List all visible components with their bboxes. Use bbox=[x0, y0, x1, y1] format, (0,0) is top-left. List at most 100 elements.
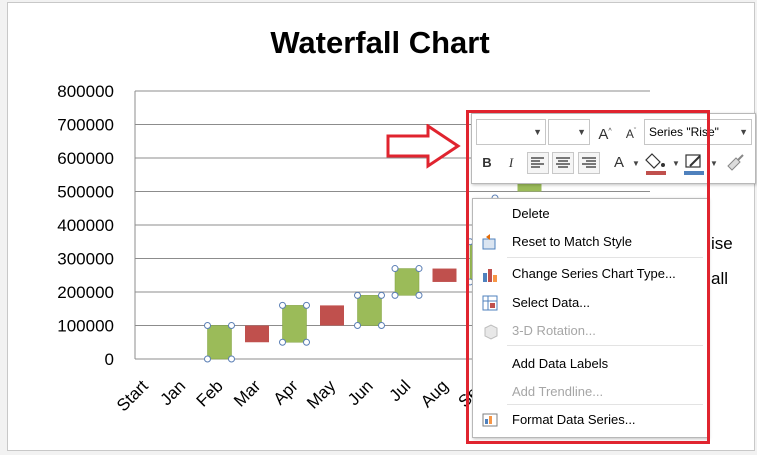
outline-color-button[interactable] bbox=[682, 150, 708, 178]
bold-button[interactable]: B bbox=[482, 155, 492, 170]
selection-handle bbox=[391, 265, 399, 273]
selection-handle bbox=[415, 265, 423, 273]
chevron-down-icon: ▼ bbox=[739, 127, 748, 137]
chevron-down-icon: ▼ bbox=[632, 159, 640, 168]
align-center-icon bbox=[556, 157, 570, 168]
menu-separator bbox=[507, 404, 703, 405]
x-tick-label: Jul bbox=[386, 376, 415, 405]
series-selector[interactable]: Series "Rise" ▼ bbox=[644, 119, 752, 145]
shrink-font-button[interactable]: Aˇ bbox=[620, 121, 642, 143]
format-painter-icon bbox=[727, 154, 744, 171]
menu-item-label: 3-D Rotation... bbox=[512, 323, 596, 338]
grow-font-button[interactable]: A^ bbox=[594, 121, 616, 143]
y-tick-label: 100000 bbox=[57, 317, 114, 336]
selection-handle bbox=[204, 322, 211, 329]
align-right-button[interactable] bbox=[578, 152, 600, 174]
x-tick-label: Jan bbox=[157, 376, 190, 409]
x-tick-label: Aug bbox=[417, 376, 452, 411]
selection-handle bbox=[391, 291, 399, 299]
menu-item-label: Delete bbox=[512, 206, 550, 221]
x-tick-label: Mar bbox=[230, 376, 264, 410]
menu-item-label: Select Data... bbox=[512, 295, 591, 310]
rise-bar bbox=[207, 325, 232, 360]
mini-toolbar: ▼ ▼ A^ Aˇ Series "Rise" ▼ B I A ▼ ▼ bbox=[471, 113, 756, 184]
align-center-button[interactable] bbox=[552, 152, 574, 174]
rise-bar bbox=[282, 305, 307, 343]
select-data-icon bbox=[482, 295, 498, 311]
selection-handle bbox=[303, 301, 310, 309]
menu-item-select-data[interactable]: Select Data... bbox=[473, 291, 707, 315]
up-caret-icon: ^ bbox=[608, 128, 612, 135]
font-color-button[interactable]: A bbox=[613, 154, 624, 171]
y-tick-label: 300000 bbox=[57, 250, 114, 269]
y-tick-label: 500000 bbox=[57, 183, 114, 202]
menu-item-label: Reset to Match Style bbox=[512, 234, 632, 249]
selection-handle bbox=[354, 322, 361, 329]
selection-handle bbox=[354, 291, 361, 299]
menu-item-format-data-series[interactable]: Format Data Series... bbox=[473, 408, 707, 432]
y-tick-label: 700000 bbox=[57, 116, 114, 135]
shrink-font-label: A bbox=[625, 127, 634, 141]
y-tick-label: 0 bbox=[105, 350, 114, 369]
menu-item-change-series-chart-type[interactable]: Change Series Chart Type... bbox=[473, 262, 707, 286]
fall-bar bbox=[320, 305, 344, 326]
format-series-icon bbox=[482, 413, 498, 427]
reset-style-icon bbox=[482, 234, 496, 250]
selection-handle bbox=[303, 338, 310, 346]
3d-rotation-icon bbox=[484, 324, 498, 340]
rise-bar bbox=[394, 268, 420, 296]
italic-button[interactable]: I bbox=[508, 155, 514, 170]
align-left-button[interactable] bbox=[527, 152, 549, 174]
chart-type-icon bbox=[483, 269, 497, 282]
align-right-icon bbox=[582, 157, 596, 168]
pen-outline-icon bbox=[684, 154, 704, 175]
x-tick-label: Feb bbox=[193, 376, 227, 410]
selection-handle bbox=[378, 291, 385, 299]
selection-handle bbox=[228, 355, 235, 363]
menu-item-label: Format Data Series... bbox=[512, 412, 636, 427]
chevron-down-icon: ▼ bbox=[672, 159, 680, 168]
fill-color-button[interactable] bbox=[644, 150, 670, 178]
menu-item-3d-rotation: 3-D Rotation... bbox=[473, 319, 707, 343]
y-tick-label: 600000 bbox=[57, 149, 114, 168]
selection-handle bbox=[279, 338, 286, 346]
font-size-combo[interactable]: ▼ bbox=[548, 119, 590, 145]
legend-entry-fall: all bbox=[711, 269, 728, 288]
fall-bar bbox=[432, 268, 457, 282]
menu-item-label: Add Data Labels bbox=[512, 356, 609, 371]
y-tick-label: 200000 bbox=[57, 283, 114, 302]
chart-title: Waterfall Chart bbox=[270, 25, 489, 60]
font-name-combo[interactable]: ▼ bbox=[476, 119, 546, 145]
legend-entry-rise: ise bbox=[711, 234, 733, 253]
menu-item-label: Change Series Chart Type... bbox=[512, 266, 676, 281]
format-painter-button[interactable] bbox=[724, 152, 746, 174]
menu-item-add-data-labels[interactable]: Add Data Labels bbox=[473, 352, 707, 376]
align-left-icon bbox=[531, 157, 544, 168]
selection-handle bbox=[279, 301, 286, 309]
menu-separator bbox=[507, 257, 703, 258]
selection-handle bbox=[415, 291, 423, 299]
selection-handle bbox=[378, 322, 385, 329]
down-caret-icon: ˇ bbox=[633, 128, 637, 135]
series-selector-value: Series "Rise" bbox=[649, 125, 719, 139]
y-tick-label: 400000 bbox=[57, 216, 114, 235]
chevron-down-icon: ▼ bbox=[533, 127, 542, 137]
menu-item-delete[interactable]: Delete bbox=[473, 202, 707, 226]
selection-handle bbox=[204, 355, 211, 363]
fall-bar bbox=[245, 325, 269, 343]
selection-handle bbox=[228, 322, 235, 329]
x-tick-label: Apr bbox=[270, 376, 302, 408]
x-tick-label: May bbox=[303, 376, 339, 412]
menu-item-label: Add Trendline... bbox=[512, 384, 604, 399]
y-tick-label: 800000 bbox=[57, 82, 114, 101]
menu-item-add-trendline: Add Trendline... bbox=[473, 380, 707, 404]
callout-arrow-icon bbox=[386, 124, 461, 169]
menu-item-reset-to-match-style[interactable]: Reset to Match Style bbox=[473, 230, 707, 254]
menu-separator bbox=[507, 345, 703, 346]
x-tick-label: Jun bbox=[344, 376, 377, 409]
grow-font-label: A bbox=[598, 126, 609, 143]
x-tick-label: Start bbox=[113, 376, 152, 415]
chevron-down-icon: ▼ bbox=[710, 159, 718, 168]
context-menu: Delete Reset to Match Style Change Serie… bbox=[472, 198, 708, 438]
chevron-down-icon: ▼ bbox=[577, 127, 586, 137]
